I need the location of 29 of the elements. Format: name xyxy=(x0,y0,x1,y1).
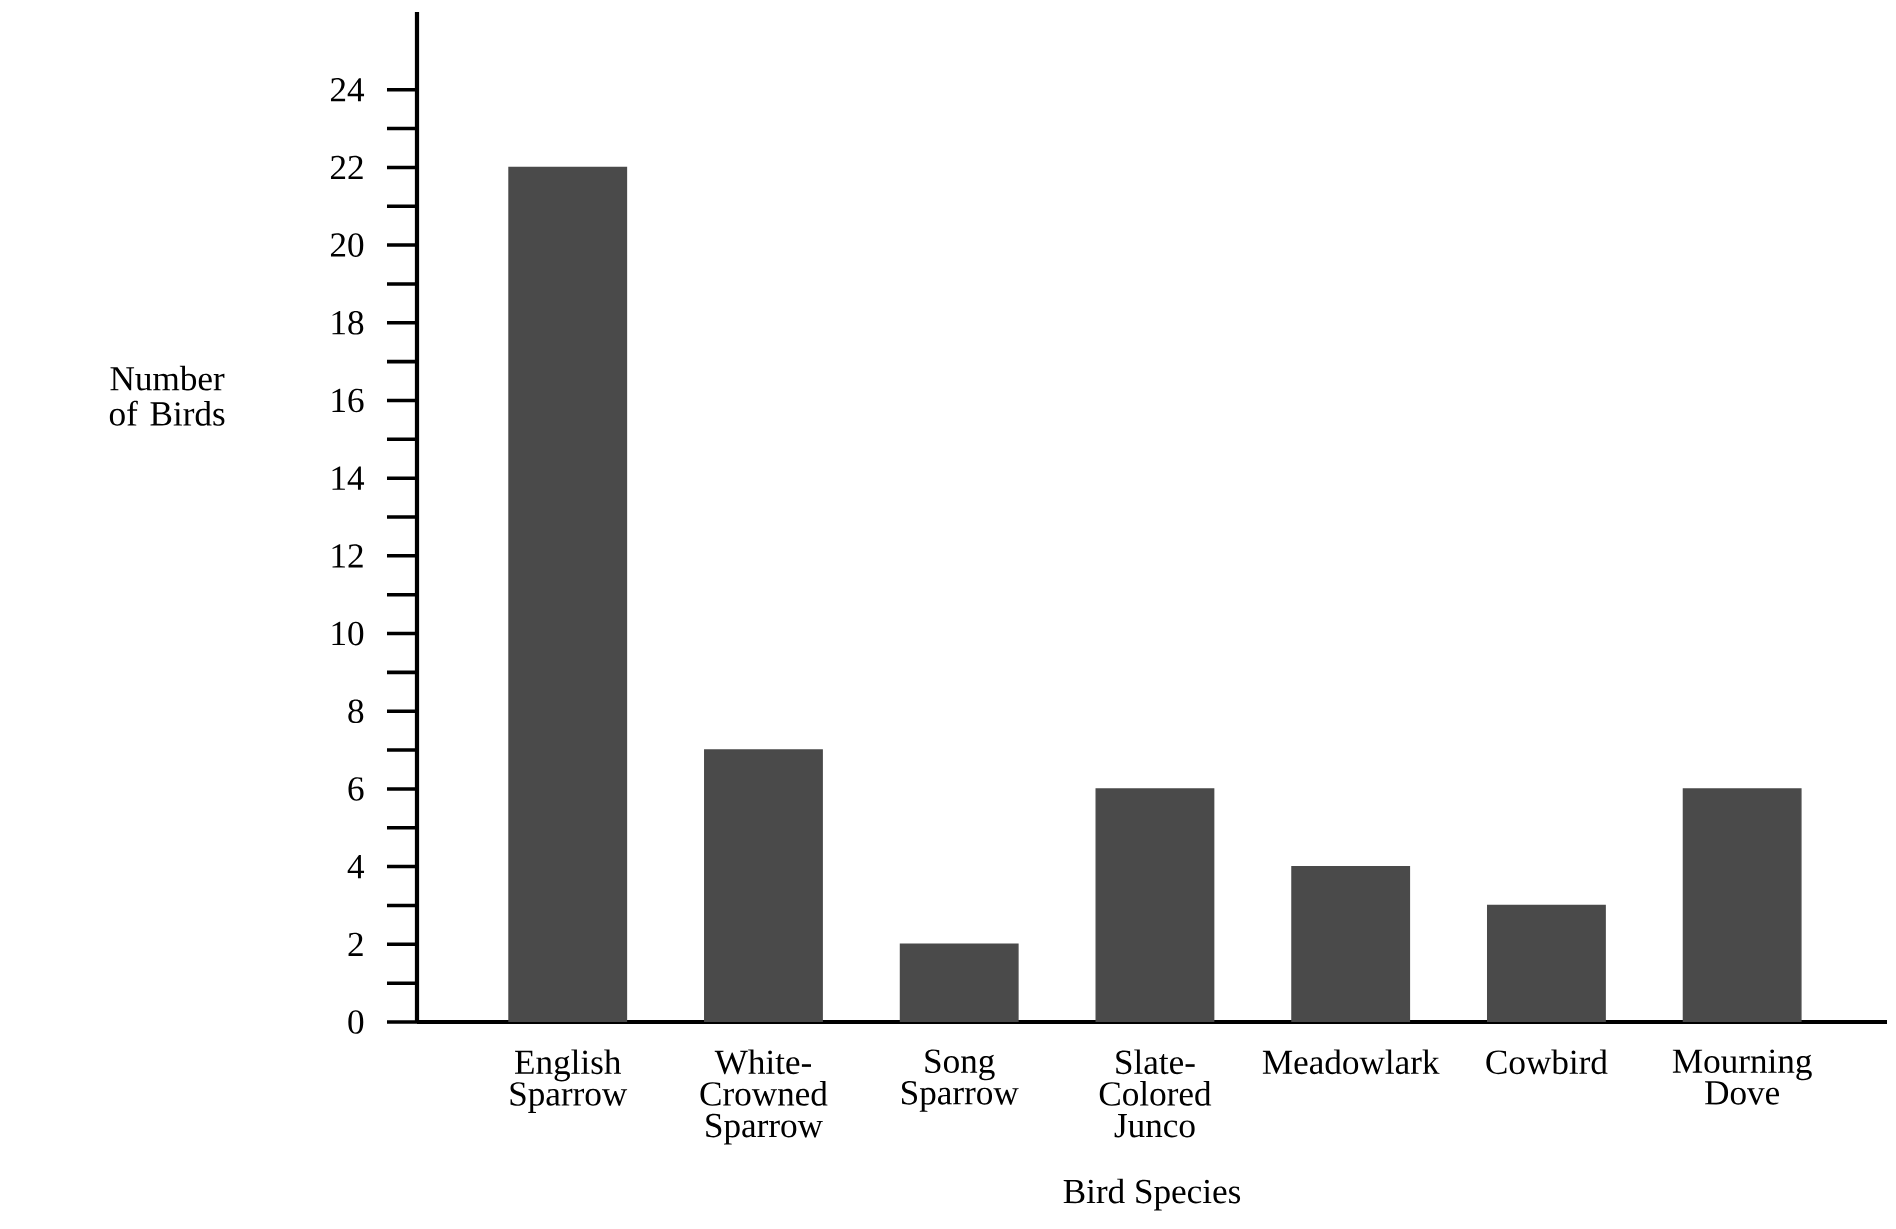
y-tick-label: 24 xyxy=(330,78,365,102)
bar xyxy=(1291,865,1411,1022)
x-tick-label: Slate-Colored Junco xyxy=(1099,1049,1212,1138)
bar xyxy=(508,166,628,1022)
y-tick-label: 10 xyxy=(332,621,364,646)
y-tick-label: 12 xyxy=(332,544,363,568)
x-tick-label: Mourning Dove xyxy=(1672,1049,1812,1105)
bar xyxy=(1682,788,1802,1022)
y-tick-label: 8 xyxy=(348,699,364,724)
x-tick-label: Meadowlark xyxy=(1262,1049,1440,1075)
x-tick-label: English Sparrow xyxy=(510,1049,628,1113)
y-tick-label: 16 xyxy=(332,388,364,413)
y-tick-label: 22 xyxy=(330,155,363,180)
y-tick-label: 4 xyxy=(347,855,365,879)
x-axis-title: Bird Species xyxy=(1063,1178,1241,1211)
bar xyxy=(1095,788,1215,1022)
x-tick-label: White-Crowned Sparrow xyxy=(700,1049,828,1145)
y-tick-label: 18 xyxy=(332,310,364,335)
bar xyxy=(899,943,1019,1022)
bar xyxy=(1486,904,1606,1022)
bar xyxy=(704,749,823,1022)
y-tick-label: 2 xyxy=(348,932,363,956)
y-tick-label: 20 xyxy=(330,233,364,257)
x-tick-label: Cowbird xyxy=(1486,1049,1608,1075)
y-axis-title: Number of Birds xyxy=(109,365,225,426)
y-tick-label: 0 xyxy=(348,1010,364,1034)
y-tick-label: 14 xyxy=(332,466,365,490)
x-tick-label: Song Sparrow xyxy=(902,1049,1019,1112)
y-tick-label: 6 xyxy=(348,777,364,801)
